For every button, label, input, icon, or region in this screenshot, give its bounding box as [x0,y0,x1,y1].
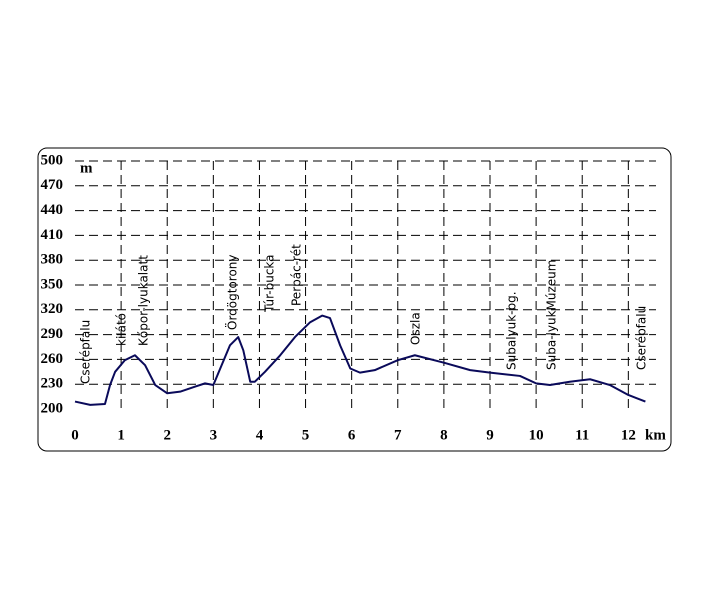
x-axis-label: km [645,427,666,443]
x-tick-label: 8 [440,427,448,443]
place-label: Suba-lyukMúzeum [545,260,559,370]
y-axis-label: m [80,160,93,176]
place-label: kilátó [115,313,129,346]
place-label: Subalyuk-bg. [505,291,519,370]
y-tick-label: 410 [41,227,64,243]
x-tick-label: 2 [163,427,171,443]
place-label: Kőpor-lyukalatt [137,255,151,346]
y-tick-label: 500 [41,152,64,168]
y-tick-label: 440 [41,202,64,218]
y-tick-label: 320 [41,301,64,317]
x-tick-label: 3 [210,427,218,443]
y-tick-label: 470 [41,177,64,193]
place-label: Ördögtorony [224,254,240,330]
x-tick-label: 10 [529,427,544,443]
place-label: Cserépfalu [635,306,649,370]
place-label: Perpác-rét [290,244,304,306]
elevation-line [74,314,646,406]
x-tick-label: 5 [302,427,310,443]
x-tick-label: 1 [117,427,125,443]
x-tick-label: 6 [348,427,356,443]
y-tick-label: 380 [41,252,64,268]
x-tick-label: 12 [621,427,636,443]
frame [37,147,672,452]
x-tick-label: 11 [575,427,589,443]
x-tick-label: 7 [394,427,402,443]
place-label: Cserépfalu [79,320,93,384]
y-tick-label: 230 [41,376,64,392]
y-tick-label: 350 [41,276,64,292]
place-label: Túr-bucka [263,254,277,313]
y-tick-label: 260 [41,351,64,367]
x-tick-label: 0 [71,427,79,443]
y-tick-label: 200 [41,400,64,416]
x-tick-label: 4 [256,427,264,443]
x-tick-label: 9 [486,427,494,443]
place-label: Oszla [409,312,423,345]
y-tick-label: 290 [41,326,64,342]
